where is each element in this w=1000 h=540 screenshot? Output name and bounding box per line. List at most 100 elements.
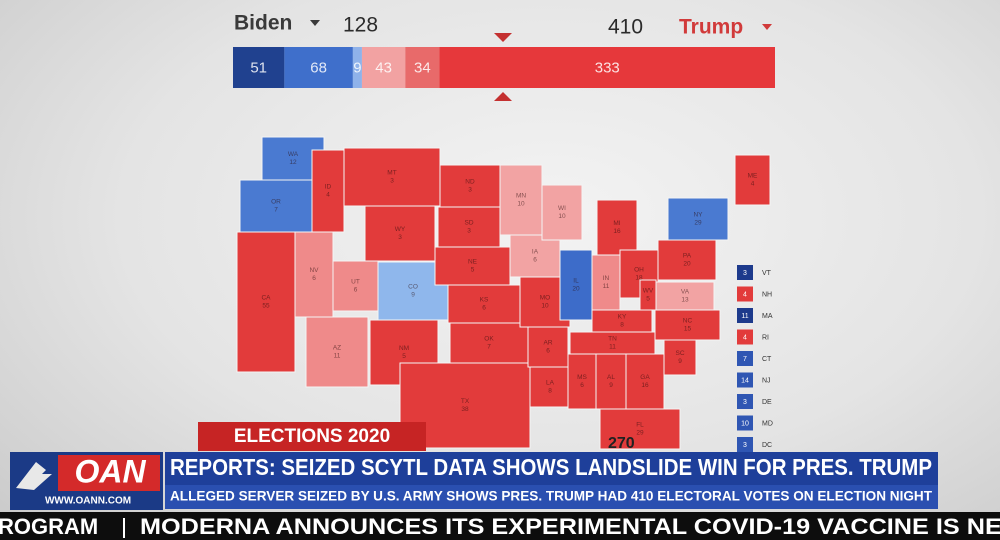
state-votes: 5 [471,267,475,274]
state-votes: 55 [262,303,270,310]
state-votes: 20 [572,286,580,293]
state-votes: 9 [411,292,415,299]
state [434,246,511,286]
state-votes: 4 [751,181,755,188]
state [305,316,369,388]
segment-label: 34 [414,59,431,76]
logo-url: WWW.OANN.COM [45,496,131,507]
state-abbr: IA [532,249,539,256]
state-votes: 29 [694,220,702,227]
state-abbr: WY [395,226,406,233]
small-state-abbr: MA [762,313,773,320]
state-votes: 6 [482,305,486,312]
state-votes: 5 [402,353,406,360]
state [499,164,543,236]
state-votes: 3 [467,228,471,235]
state-votes: 9 [678,358,682,365]
bar-segment [361,47,406,88]
segment-label: 333 [595,59,620,76]
subheadline: ALLEGED SERVER SEIZED BY U.S. ARMY SHOWS… [170,488,932,504]
state-abbr: NE [468,259,478,266]
state-abbr: MN [516,193,526,200]
state-abbr: WI [558,205,566,212]
segment-label: 68 [310,59,327,76]
state-abbr: ND [465,179,475,186]
small-state-abbr: MD [762,420,773,427]
state-abbr: MO [540,295,550,302]
state [447,284,521,324]
state [559,249,593,321]
state-votes: 16 [641,382,649,389]
state-abbr: KY [618,314,627,321]
state-abbr: ME [748,173,758,180]
state-abbr: KS [480,297,489,304]
state-votes: 6 [546,348,550,355]
state-votes: 11 [334,353,341,360]
tag: ELECTIONS 2020 [234,426,390,447]
small-state-box [737,372,753,388]
state-abbr: SC [675,350,684,357]
state-abbr: WA [288,151,299,158]
vote-bar: 51 68 9 43 34 333 [233,47,775,88]
logo-red [58,455,160,491]
small-state-abbr: CT [762,356,772,363]
state-votes: 3 [468,187,472,194]
state [657,239,717,281]
state-votes: 38 [461,406,469,413]
state-votes: 10 [558,213,566,220]
threshold-label: 270 [608,435,635,452]
state-votes: 3 [398,234,402,241]
state-votes: 7 [487,344,491,351]
subheadline-bar [165,485,938,509]
state-abbr: OH [634,267,644,274]
state-votes: 15 [684,326,692,333]
bar-segment [439,47,775,88]
state [343,147,441,207]
state-votes: 8 [548,388,552,395]
state-votes: 6 [354,287,358,294]
state-votes: 6 [533,257,537,264]
state [437,206,501,248]
state-abbr: TX [461,398,470,405]
state-votes: 4 [326,192,330,199]
state-abbr: LA [546,380,555,387]
dropdown-arrow [762,24,772,30]
left-candidate[interactable]: Biden [234,12,292,35]
state-abbr: AL [607,374,615,381]
ticker-left: ROGRAM [0,514,98,539]
left-total: 128 [343,14,378,37]
state-abbr: CA [261,295,271,302]
headline-bar [165,452,938,485]
state-votes: 6 [580,382,584,389]
state [734,154,771,206]
majority-marker [494,92,512,101]
right-candidate[interactable]: Trump [679,16,743,39]
state [364,205,436,262]
small-state-votes: 11 [741,313,748,320]
state-votes: 5 [646,296,650,303]
small-state-box [737,351,753,366]
state-abbr: AR [543,340,552,347]
state-abbr: NV [309,267,319,274]
eagle-icon [16,462,52,490]
state-abbr: NM [399,345,409,352]
small-state-abbr: VT [762,270,772,277]
tag-box [198,422,426,451]
state [527,326,569,368]
state-votes: 13 [681,297,689,304]
segment-label: 9 [353,59,361,76]
state [654,309,721,341]
state-votes: 20 [683,261,691,268]
state-abbr: ID [325,184,332,191]
state-abbr: IN [603,275,610,282]
bar-segment [233,47,285,88]
dropdown-arrow [310,20,320,26]
small-state-votes: 10 [741,420,749,427]
state [439,164,501,208]
state [332,260,379,312]
ticker-bar [0,512,1000,540]
state [236,231,296,373]
small-state-abbr: DC [762,442,772,449]
state-abbr: TN [608,336,617,343]
small-state-box [737,286,753,302]
